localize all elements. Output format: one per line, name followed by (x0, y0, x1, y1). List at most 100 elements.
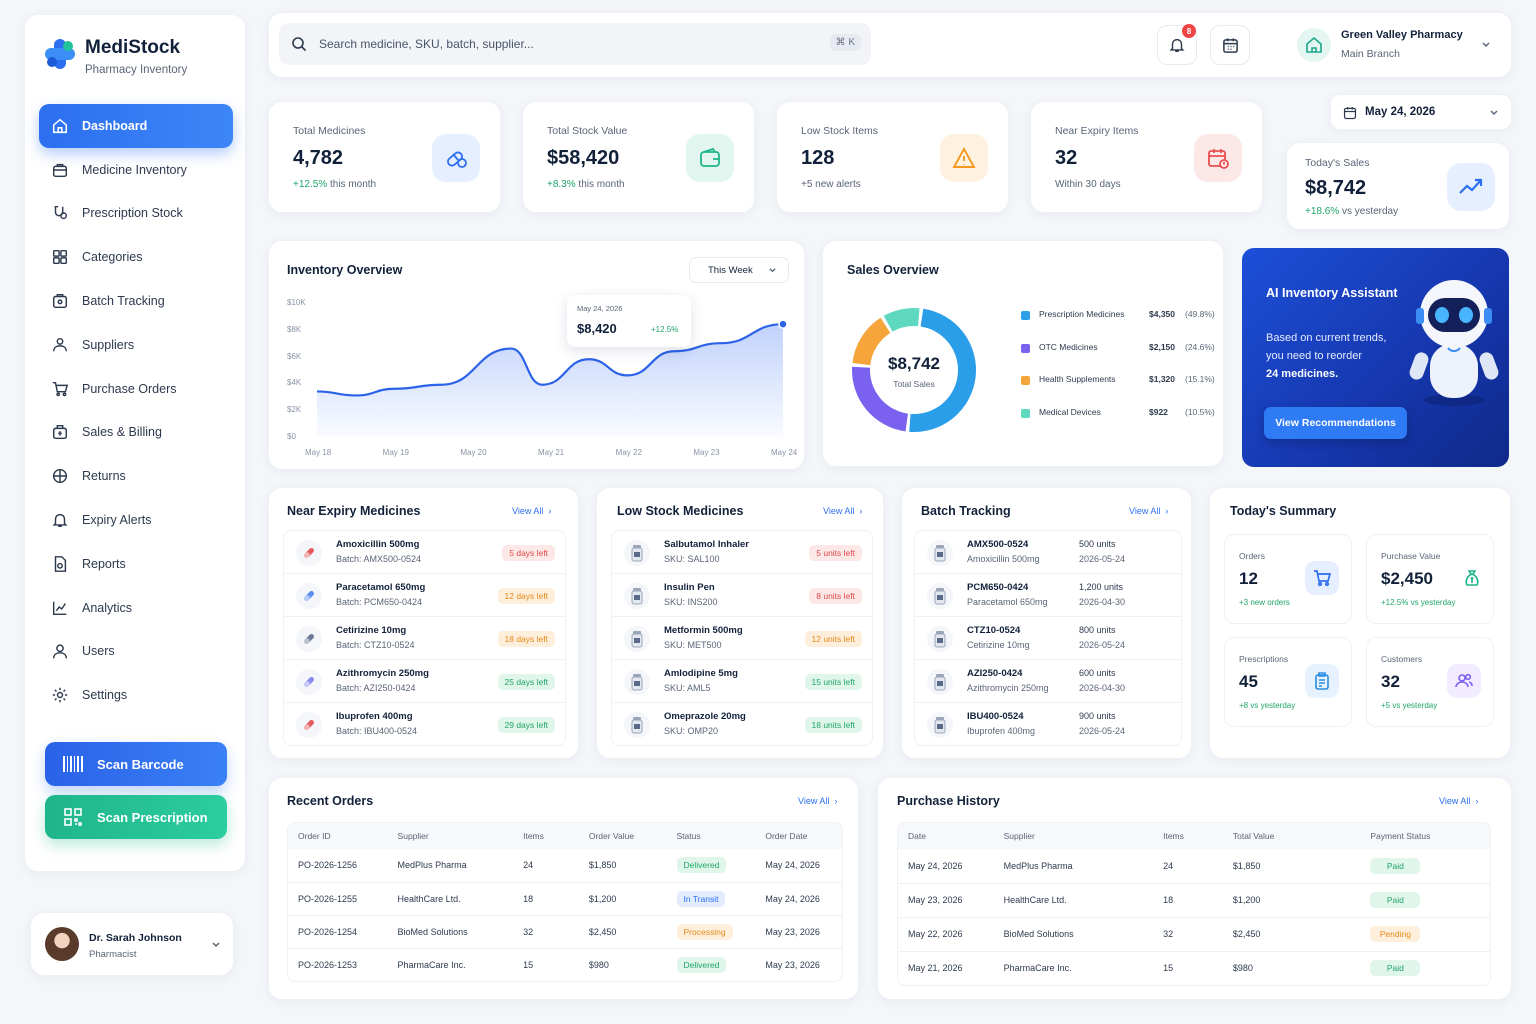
search-bar[interactable]: Search medicine, SKU, batch, supplier...… (279, 23, 871, 65)
sidebar-item-label: Expiry Alerts (82, 513, 152, 528)
table-cell: $1,200 (1222, 883, 1361, 918)
table-row[interactable]: May 24, 2026 MedPlus Pharma 24 $1,850 Paid (898, 849, 1490, 884)
medicine-icon (927, 626, 953, 652)
legend-label: Medical Devices (1039, 406, 1101, 417)
list-item[interactable]: Omeprazole 20mg SKU: OMP20 18 units left (612, 703, 872, 746)
sidebar-item-batch-tracking[interactable]: Batch Tracking (39, 279, 233, 323)
sidebar-item-suppliers[interactable]: Suppliers (39, 323, 233, 367)
bell-icon (52, 513, 68, 528)
legend-swatch (1021, 343, 1030, 353)
status-badge: 25 days left (497, 674, 555, 690)
table-cell: $980 (1232, 963, 1253, 974)
donut-slice[interactable] (883, 308, 920, 332)
donut-slice[interactable] (909, 308, 976, 432)
sidebar-item-settings[interactable]: Settings (39, 673, 233, 717)
list-item[interactable]: Insulin Pen SKU: INS200 8 units left (612, 574, 872, 617)
sidebar-item-prescription-stock[interactable]: Prescription Stock (39, 192, 233, 236)
sidebar-item-medicine-inventory[interactable]: Medicine Inventory (39, 148, 233, 192)
item-name: Cetirizine 10mg (336, 625, 407, 636)
home-icon (52, 118, 68, 133)
grid-icon (52, 250, 68, 265)
near-expiry-view-all[interactable]: View All › (512, 506, 552, 516)
table-row[interactable]: PO-2026-1255 HealthCare Ltd. 18 $1,200 In Tr… (288, 882, 842, 916)
sidebar-nav: Dashboard Medicine Inventory Prescriptio… (39, 104, 233, 717)
list-item[interactable]: PCM650-0424 Paracetamol 650mg 1,200 units 2… (915, 574, 1181, 617)
column-header: Order ID (288, 823, 388, 849)
donut-slice[interactable] (852, 366, 908, 432)
sidebar-item-label: Sales & Billing (82, 425, 162, 440)
sidebar-item-reports[interactable]: Reports (39, 542, 233, 586)
item-meta: SKU: MET500 (664, 640, 722, 650)
batch-tracking-view-all[interactable]: View All › (1129, 506, 1169, 516)
purchase-history-view-all[interactable]: View All › (1439, 796, 1479, 806)
calendar-button[interactable] (1210, 25, 1250, 65)
item-name: Azithromycin 250mg (336, 668, 429, 679)
list-item[interactable]: Paracetamol 650mg Batch: PCM650-0424 12 da… (284, 574, 565, 617)
batch-date: 2026-05-24 (1079, 726, 1126, 736)
item-name: Metformin 500mg (664, 625, 743, 636)
notifications-button[interactable]: 8 (1157, 24, 1197, 65)
table-cell: $1,200 (578, 882, 667, 916)
sidebar-item-label: Medicine Inventory (82, 162, 187, 177)
recent-orders-card: Recent Orders View All › Order ID Supplie… (268, 777, 859, 1000)
recent-orders-view-all[interactable]: View All › (798, 796, 838, 806)
range-dropdown[interactable]: This Week (689, 257, 789, 283)
store-branch: Main Branch (1341, 48, 1400, 60)
table-row[interactable]: PO-2026-1256 MedPlus Pharma 24 $1,850 Delive… (288, 849, 842, 883)
sidebar-item-dashboard[interactable]: Dashboard (39, 104, 233, 148)
summary-customers: Customers 32 +5 vs yesterday (1366, 637, 1494, 727)
table-cell: $1,850 (1222, 849, 1361, 884)
legend-value: $1,320 (1149, 374, 1175, 384)
item-name: Salbutamol Inhaler (664, 539, 749, 550)
store-chevron-down-icon[interactable] (1481, 41, 1491, 49)
low-stock-view-all[interactable]: View All › (823, 506, 863, 516)
table-row[interactable]: PO-2026-1254 BioMed Solutions 32 $2,450 Proc… (288, 915, 842, 949)
pill-icon (296, 669, 322, 695)
donut-slice[interactable] (852, 317, 891, 366)
table-cell: MedPlus Pharma (387, 849, 514, 883)
sidebar-item-purchase-orders[interactable]: Purchase Orders (39, 367, 233, 411)
item-name: Amlodipine 5mg (664, 668, 738, 679)
list-item[interactable]: Ibuprofen 400mg Batch: IBU400-0524 29 days… (284, 703, 565, 746)
view-recommendations-button[interactable]: View Recommendations (1264, 407, 1407, 439)
sidebar-item-users[interactable]: Users (39, 630, 233, 674)
sales-legend: Prescription Medicines $4,350 (49.8%) OTC M… (1021, 308, 1221, 418)
sidebar-item-returns[interactable]: Returns (39, 454, 233, 498)
clipboard-icon (1305, 664, 1339, 698)
table-row[interactable]: May 22, 2026 BioMed Solutions 32 $2,450 Pend… (898, 917, 1490, 952)
list-item[interactable]: IBU400-0524 Ibuprofen 400mg 900 units 2026-… (915, 703, 1181, 746)
list-item[interactable]: Amlodipine 5mg SKU: AML5 15 units left (612, 660, 872, 703)
flask-icon (54, 206, 68, 220)
sidebar-item-expiry-alerts[interactable]: Expiry Alerts (39, 498, 233, 542)
purchase-history-table: Date Supplier Items Total Value Payment Stat… (898, 823, 1490, 985)
search-input[interactable]: Search medicine, SKU, batch, supplier... (319, 37, 534, 51)
data-point[interactable] (778, 319, 788, 329)
stat-note: +12.5% this month (293, 179, 377, 190)
sidebar-item-sales-billing[interactable]: Sales & Billing (39, 411, 233, 455)
sidebar-item-categories[interactable]: Categories (39, 235, 233, 279)
table-row[interactable]: May 21, 2026 PharmaCare Inc. 15 $980 Paid (898, 951, 1490, 985)
status-badge: 12 units left (804, 631, 862, 647)
list-item[interactable]: Azithromycin 250mg Batch: AZI250-0424 25 d… (284, 660, 565, 703)
date-picker[interactable]: May 24, 2026 (1330, 94, 1512, 130)
list-item[interactable]: CTZ10-0524 Cetirizine 10mg 800 units 2026-0… (915, 617, 1181, 660)
list-item[interactable]: Amoxicillin 500mg Batch: AMX500-0524 5 day… (284, 531, 565, 574)
medicine-icon (927, 712, 953, 738)
table-row[interactable]: PO-2026-1253 PharmaCare Inc. 15 $980 Deliver… (288, 948, 842, 981)
user-profile[interactable]: Dr. Sarah Johnson Pharmacist (30, 912, 234, 976)
sales-overview-title: Sales Overview (847, 263, 939, 277)
sidebar-item-analytics[interactable]: Analytics (39, 586, 233, 630)
table-row[interactable]: May 23, 2026 HealthCare Ltd. 18 $1,200 Paid (898, 883, 1490, 918)
report-icon (54, 555, 67, 572)
list-item[interactable]: AZI250-0424 Azithromycin 250mg 600 units 20… (915, 660, 1181, 703)
list-item[interactable]: AMX500-0524 Amoxicillin 500mg 500 units 202… (915, 531, 1181, 574)
status-badge: 15 units left (804, 674, 862, 690)
item-name: CTZ10-0524 (967, 625, 1021, 636)
scan-prescription-button[interactable]: Scan Prescription (45, 795, 227, 839)
list-item[interactable]: Salbutamol Inhaler SKU: SAL100 5 units lef… (612, 531, 872, 574)
scan-barcode-button[interactable]: Scan Barcode (45, 742, 227, 786)
item-name: PCM650-0424 (967, 582, 1029, 593)
list-item[interactable]: Metformin 500mg SKU: MET500 12 units left (612, 617, 872, 660)
list-item[interactable]: Cetirizine 10mg Batch: CTZ10-0524 18 days … (284, 617, 565, 660)
legend-item: Health Supplements $1,320 (15.1%) (1021, 373, 1221, 387)
